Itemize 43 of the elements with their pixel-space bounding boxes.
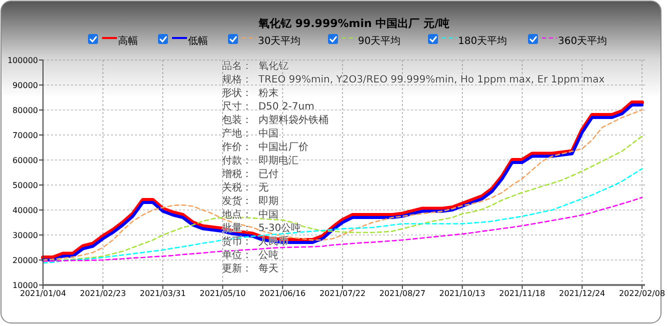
annotation: 关税： 无 — [222, 182, 268, 194]
x-tick-label: 2021/06/16 — [260, 289, 306, 298]
annotation: 品名： 氧化钇 — [222, 60, 288, 72]
y-tick-label: 10000 — [12, 281, 38, 290]
legend-label: 180天平均 — [458, 35, 508, 47]
legend-label: 低幅 — [188, 35, 208, 47]
x-tick-label: 2021/12/24 — [559, 289, 606, 298]
chart-title: 氧化钇 99.999%min 中国出厂 元/吨 — [257, 17, 450, 30]
legend-label: 高幅 — [118, 35, 138, 47]
x-tick-label: 2021/11/18 — [499, 289, 546, 298]
annotation: 尺寸： D50 2-7um — [222, 100, 314, 112]
line-series — [42, 168, 643, 264]
x-tick-label: 2021/08/27 — [379, 289, 426, 298]
annotation: 付款： 即期电汇 — [222, 154, 298, 166]
y-tick-label: 20000 — [12, 256, 38, 265]
annotation: 规格： TREO 99%min, Y2O3/REO 99.999%min, Ho 1ppm max, Er 1ppm max — [222, 74, 605, 86]
x-tick-label: 2021/10/13 — [439, 289, 486, 298]
x-tick-label: 2021/03/31 — [140, 289, 186, 298]
y-tick-label: 80000 — [12, 106, 38, 115]
annotation: 单位： 公吨 — [222, 249, 278, 261]
y-tick-label: 30000 — [12, 231, 38, 240]
annotation: 形状： 粉末 — [222, 87, 278, 99]
annotation: 增税： 已付 — [221, 168, 278, 180]
legend-label: 360天平均 — [558, 35, 608, 47]
y-tick-label: 60000 — [12, 156, 38, 165]
x-tick-label: 2021/07/22 — [319, 289, 366, 298]
line-series — [42, 196, 643, 262]
annotation: 更新： 每天 — [222, 262, 278, 274]
x-tick-label: 2021/02/23 — [80, 289, 126, 298]
annotation: 发货： 即期 — [222, 195, 278, 207]
x-tick-label: 2021/05/10 — [200, 289, 246, 298]
y-tick-label: 90000 — [12, 81, 38, 90]
annotation: 包装： 内塑料袋外铁桶 — [222, 114, 328, 126]
legend-label: 30天平均 — [258, 35, 301, 47]
legend-label: 90天平均 — [358, 35, 401, 47]
y-tick-label: 50000 — [12, 181, 38, 190]
y-tick-label: 40000 — [12, 206, 38, 215]
x-tick-label: 2022/02/08 — [618, 289, 666, 298]
annotation: 产地： 中国 — [222, 128, 278, 140]
x-tick-label: 2021/01/04 — [20, 289, 66, 298]
annotation: 作价： 中国出厂价 — [221, 141, 308, 153]
y-tick-label: 70000 — [12, 131, 38, 140]
y-tick-label: 100000 — [7, 56, 38, 65]
